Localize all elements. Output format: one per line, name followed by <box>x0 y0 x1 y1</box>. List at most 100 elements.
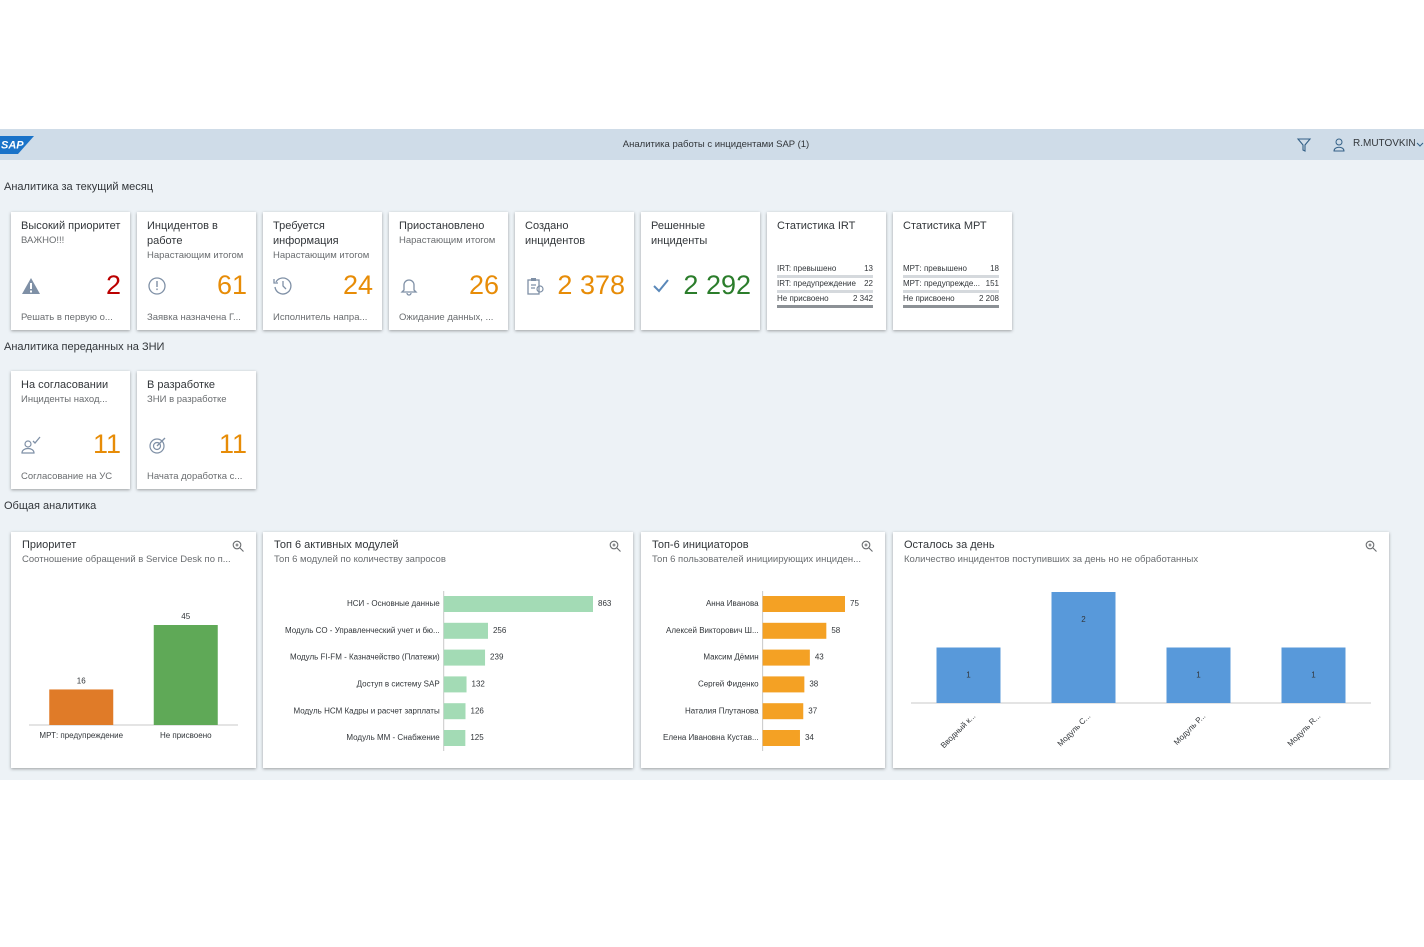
stat-row: Не присвоено 2 208 <box>903 294 999 304</box>
tile-title: Создано инцидентов <box>525 220 586 247</box>
bar[interactable] <box>49 689 114 725</box>
category-label: Алексей Викторович Ш... <box>666 626 759 635</box>
category-label: МРТ: предупреждение <box>39 731 123 740</box>
bar[interactable] <box>443 622 488 639</box>
bar[interactable] <box>1166 647 1231 704</box>
user-name[interactable]: R.MUTOVKIN <box>1353 138 1416 149</box>
bar[interactable] <box>762 730 800 746</box>
tile-icon <box>527 278 544 295</box>
tile-icon <box>148 277 166 295</box>
zoom-icon[interactable] <box>1365 540 1377 552</box>
kpi-tile[interactable]: Инцидентов в работе Нарастающим итогом 61 З… <box>137 212 256 330</box>
zoom-handle <box>612 543 621 552</box>
tile-header: Решенные инциденты <box>651 219 751 249</box>
stat-label: Не присвоено <box>903 294 955 303</box>
stat-label: МРТ: предупрежде... <box>903 279 980 288</box>
user-menu-arrow[interactable] <box>1416 141 1424 149</box>
bar[interactable] <box>443 596 593 612</box>
category-label: Наталия Плутанова <box>685 706 759 715</box>
value-label: 38 <box>809 680 818 689</box>
category-label: Не присвоено <box>160 731 212 740</box>
value-label: 45 <box>181 612 190 621</box>
value-label: 239 <box>490 653 504 662</box>
app-title[interactable]: Аналитика работы с инцидентами SAP (1) <box>622 139 810 150</box>
tile-footer: Начата доработка с... <box>147 471 243 482</box>
icon-shape <box>148 277 166 295</box>
kpi-tile[interactable]: Решенные инциденты 2 292 <box>641 212 760 330</box>
stat-value: 18 <box>990 264 999 273</box>
tile-header: В разработке ЗНИ в разработке <box>147 378 247 407</box>
arrow-shape <box>1416 142 1424 147</box>
tile-footer: Исполнитель напра... <box>273 312 368 323</box>
logo-text: SAP <box>1 139 24 151</box>
bar[interactable] <box>1051 592 1116 703</box>
bar[interactable] <box>762 622 827 639</box>
bar[interactable] <box>443 703 466 720</box>
tile-footer: Ожидание данных, ... <box>399 312 494 323</box>
bar[interactable] <box>153 625 218 725</box>
icon-shape <box>531 278 536 281</box>
tile-value: 2 378 <box>557 270 625 300</box>
kpi-tile[interactable]: Создано инцидентов 2 378 <box>515 212 634 330</box>
zoom-icon[interactable] <box>609 540 621 552</box>
chart: НСИ - Основные данные Модуль CO - Управле… <box>285 591 612 751</box>
tile-subtitle: ВАЖНО!!! <box>21 235 65 246</box>
tile-title: На согласовании <box>21 379 109 391</box>
zoom-icon[interactable] <box>861 540 873 552</box>
tile-title: Инцидентов в работе <box>147 220 218 247</box>
icon-shape <box>536 285 544 293</box>
chart-card[interactable]: Анна Иванова Алексей Викторович Ш... Макси… <box>641 532 885 768</box>
stat-list: МРТ: превышено 18 МРТ: предупрежде... 151 Не… <box>903 264 999 309</box>
bar[interactable] <box>762 703 804 720</box>
bar[interactable] <box>762 649 810 666</box>
card-title: Топ 6 активных модулей <box>274 539 399 551</box>
chart-card[interactable]: НСИ - Основные данные Модуль CO - Управле… <box>263 532 633 768</box>
tile-title: Решенные инциденты <box>651 220 708 247</box>
kpi-tile[interactable]: Приостановлено Нарастающим итогом 26 Ожидан… <box>389 212 508 330</box>
stat-label: IRT: предупреждение <box>777 279 856 288</box>
kpi-tile[interactable]: Статистика IRT IRT: превышено 13 IRT: преду… <box>767 212 886 330</box>
bar[interactable] <box>936 647 1001 704</box>
category-label: Максим Дёмин <box>703 653 758 662</box>
stat-label: Не присвоено <box>777 294 829 303</box>
category-label: Елена Ивановна Кустав... <box>663 733 759 742</box>
category-label: Анна Иванова <box>706 599 759 608</box>
zoom-icon[interactable] <box>232 540 244 552</box>
chart-card[interactable]: 1 Вводный к... 2 Модуль С... 1 Модуль Р... 1 Мо… <box>893 532 1389 768</box>
user-icon[interactable] <box>1333 137 1349 153</box>
stat-bar <box>777 290 873 293</box>
bar[interactable] <box>443 649 486 666</box>
kpi-tile[interactable]: На согласовании Инциденты наход... 11 Согла… <box>11 371 130 489</box>
kpi-tile[interactable]: Статистика МРТ МРТ: превышено 18 МРТ: преду… <box>893 212 1012 330</box>
kpi-tile[interactable]: Требуется информация Нарастающим итогом 24… <box>263 212 382 330</box>
icon-shape <box>274 277 292 295</box>
tile-value: 11 <box>92 429 121 459</box>
card-subtitle: Количество инцидентов поступивших за ден… <box>904 554 1199 565</box>
stat-row: МРТ: предупрежде... 151 <box>903 279 999 289</box>
logo[interactable]: SAP <box>0 136 34 154</box>
value-label: 1 <box>966 671 971 680</box>
stat-label: IRT: превышено <box>777 264 837 273</box>
card-title: Топ-6 инициаторов <box>652 539 749 551</box>
bar[interactable] <box>1281 647 1346 704</box>
value-label: 34 <box>805 733 814 742</box>
shell-header: SAP Аналитика работы с инцидентами SAP (… <box>0 129 1424 160</box>
tile-icon <box>273 277 292 295</box>
bar[interactable] <box>443 730 466 746</box>
bar[interactable] <box>762 676 805 693</box>
value-label: 37 <box>808 706 817 715</box>
value-label: 1 <box>1196 671 1201 680</box>
chart: 16 МРТ: предупреждение 45 Не присвоено <box>29 612 238 740</box>
stat-bar <box>903 290 999 293</box>
stat-value: 151 <box>985 279 999 288</box>
filter-icon[interactable] <box>1296 137 1312 153</box>
value-label: 16 <box>77 677 86 686</box>
kpi-tile[interactable]: В разработке ЗНИ в разработке 11 Начата дор… <box>137 371 256 489</box>
zoom-handle <box>864 543 873 552</box>
chart-card[interactable]: 16 МРТ: предупреждение 45 Не присвоено Приор… <box>11 532 256 768</box>
bar[interactable] <box>762 596 845 612</box>
kpi-tile[interactable]: Высокий приоритет ВАЖНО!!! 2 Решать в перву… <box>11 212 130 330</box>
bar[interactable] <box>443 676 467 693</box>
